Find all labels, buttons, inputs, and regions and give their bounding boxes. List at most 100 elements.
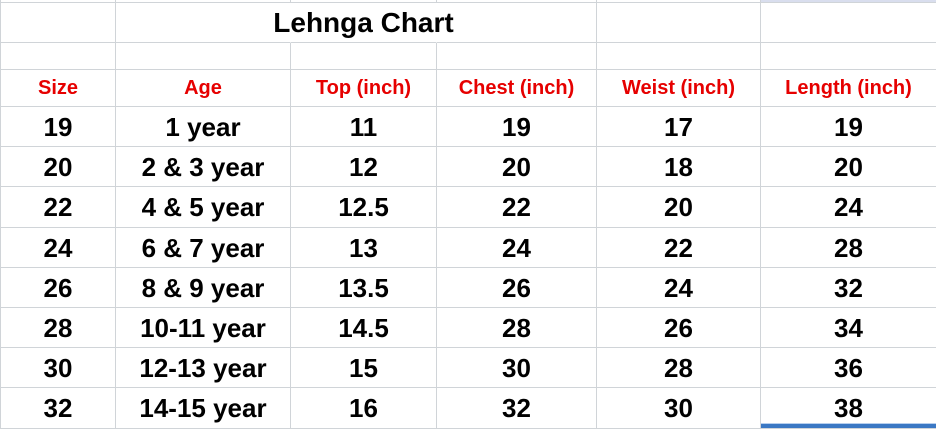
cell[interactable] <box>0 0 116 3</box>
cell[interactable] <box>291 0 437 3</box>
cell[interactable]: 30 <box>437 348 597 388</box>
cell-value: 28 <box>834 232 863 263</box>
cell-value: 20 <box>664 192 693 222</box>
cell-value: 20 <box>43 151 73 182</box>
cell-value: 22 <box>664 232 693 263</box>
cell-value: 26 <box>502 272 531 303</box>
cell-value: 4 & 5 year <box>141 192 265 222</box>
cell[interactable]: 30 <box>597 388 761 429</box>
header-cell-chest[interactable]: Chest (inch) <box>437 70 597 107</box>
cell[interactable]: 18 <box>597 147 761 187</box>
cell[interactable] <box>597 0 761 3</box>
cell[interactable]: 28 <box>597 348 761 388</box>
cell[interactable]: 8 & 9 year <box>116 268 291 308</box>
cell-value: 12-13 year <box>139 352 267 383</box>
cell-value: 10-11 year <box>140 312 266 343</box>
cell[interactable]: 32 <box>761 268 936 308</box>
cell[interactable]: 13.5 <box>291 268 437 308</box>
cell[interactable]: 6 & 7 year <box>116 228 291 268</box>
cell-value: 13 <box>349 232 378 263</box>
cell[interactable]: 22 <box>437 187 597 228</box>
cell[interactable]: 24 <box>761 187 936 228</box>
cell[interactable]: 11 <box>291 107 437 147</box>
cell-value: 20 <box>502 151 531 182</box>
header-cell-top[interactable]: Top (inch) <box>291 70 437 107</box>
cell[interactable]: 24 <box>437 228 597 268</box>
cell[interactable]: 19 <box>437 107 597 147</box>
cell[interactable]: 10-11 year <box>116 308 291 348</box>
cell-value: 34 <box>834 312 863 343</box>
cell[interactable] <box>597 3 761 43</box>
cell[interactable] <box>761 43 936 70</box>
cell[interactable]: 26 <box>597 308 761 348</box>
cell-value: 24 <box>834 192 863 222</box>
cell-value: 30 <box>502 352 531 383</box>
cell[interactable]: 14-15 year <box>116 388 291 429</box>
header-cell-weist[interactable]: Weist (inch) <box>597 70 761 107</box>
cell-value: 1 year <box>165 111 241 142</box>
header-cell-length[interactable]: Length (inch) <box>761 70 936 107</box>
cell-value: 24 <box>664 272 693 303</box>
cell-value: 19 <box>43 111 73 142</box>
cell[interactable]: 30 <box>0 348 116 388</box>
cell[interactable] <box>116 3 291 43</box>
cell[interactable]: 20 <box>437 147 597 187</box>
cell[interactable]: 15 <box>291 348 437 388</box>
cell[interactable]: 20 <box>0 147 116 187</box>
cell[interactable]: 13 <box>291 228 437 268</box>
cell-value: 16 <box>349 393 378 423</box>
cell[interactable]: 12.5 <box>291 187 437 228</box>
cell[interactable] <box>761 3 936 43</box>
cell[interactable]: 16 <box>291 388 437 429</box>
cell[interactable]: 26 <box>437 268 597 308</box>
cell[interactable]: 17 <box>597 107 761 147</box>
cell[interactable] <box>437 0 597 3</box>
cell[interactable] <box>0 43 116 70</box>
cell[interactable]: 20 <box>597 187 761 228</box>
cell[interactable]: 34 <box>761 308 936 348</box>
cell-value: 14.5 <box>338 312 389 343</box>
cell[interactable]: 2 & 3 year <box>116 147 291 187</box>
cell[interactable]: 19 <box>0 107 116 147</box>
cell-value: 26 <box>664 312 693 343</box>
cell[interactable] <box>116 0 291 3</box>
cell[interactable] <box>597 43 761 70</box>
cell[interactable]: 12 <box>291 147 437 187</box>
header-label: Length (inch) <box>785 77 912 99</box>
selection-highlight-strip[interactable] <box>761 0 936 3</box>
cell[interactable] <box>116 43 291 70</box>
cell-value: 12.5 <box>338 192 389 222</box>
cell[interactable]: 32 <box>0 388 116 429</box>
cell[interactable]: 32 <box>437 388 597 429</box>
cell[interactable] <box>0 3 116 43</box>
cell[interactable]: 14.5 <box>291 308 437 348</box>
cell[interactable]: 20 <box>761 147 936 187</box>
cell[interactable] <box>291 43 437 70</box>
header-cell-size[interactable]: Size <box>0 70 116 107</box>
cell[interactable]: 28 <box>0 308 116 348</box>
header-cell-age[interactable]: Age <box>116 70 291 107</box>
cell[interactable]: 24 <box>597 268 761 308</box>
cell-value: 32 <box>834 272 863 303</box>
cell[interactable]: 22 <box>597 228 761 268</box>
header-label: Chest (inch) <box>458 77 575 99</box>
header-label: Age <box>184 77 222 99</box>
cell[interactable]: 12-13 year <box>116 348 291 388</box>
cell[interactable]: 36 <box>761 348 936 388</box>
cell-selected[interactable]: 38 <box>761 388 936 429</box>
cell-value: 24 <box>502 232 531 263</box>
cell[interactable]: 22 <box>0 187 116 228</box>
cell[interactable] <box>437 3 597 43</box>
cell[interactable]: 24 <box>0 228 116 268</box>
cell[interactable]: 28 <box>761 228 936 268</box>
cell-value: 36 <box>834 352 863 383</box>
cell-value: 2 & 3 year <box>141 151 265 182</box>
cell[interactable]: 19 <box>761 107 936 147</box>
cell[interactable]: 26 <box>0 268 116 308</box>
cell[interactable] <box>437 43 597 70</box>
chart-title-cell[interactable]: Lehnga Chart <box>273 3 454 43</box>
cell[interactable]: 4 & 5 year <box>116 187 291 228</box>
cell[interactable]: 1 year <box>116 107 291 147</box>
cell[interactable]: 28 <box>437 308 597 348</box>
